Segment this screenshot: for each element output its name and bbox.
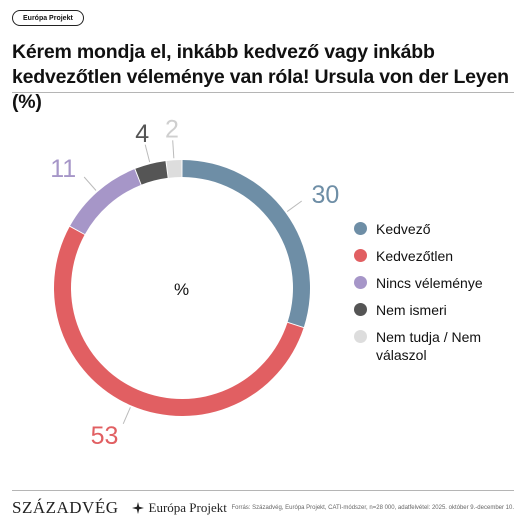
- top-divider: [12, 92, 514, 93]
- legend-swatch: [354, 330, 367, 343]
- europa-projekt-logo-text: Európa Projekt: [148, 500, 227, 515]
- legend-label: Kedvező: [376, 221, 431, 237]
- chart-title: Kérem mondja el, inkább kedvező vagy ink…: [12, 41, 509, 113]
- center-label: %: [174, 280, 190, 299]
- legend-item-kedvezo: Kedvező: [354, 220, 524, 238]
- legend-label: Kedvezőtlen: [376, 248, 454, 264]
- cross-icon: [131, 502, 144, 514]
- leader-line-nincs-velemenye: [83, 176, 97, 191]
- legend-item-kedvezotlen: Kedvezőtlen: [354, 247, 524, 265]
- legend-item-nem-tudja: Nem tudja / Nem válaszol: [354, 328, 524, 364]
- data-label-nem-tudja: 2: [165, 115, 179, 143]
- data-label-nem-ismeri: 4: [135, 120, 149, 148]
- footer: SZÁZADVÉG Európa Projekt Forrás: Századv…: [12, 496, 514, 520]
- data-label-kedvezo: 30: [311, 181, 339, 209]
- slice-kedvezo: [182, 160, 310, 328]
- leader-line-nem-tudja: [172, 140, 175, 159]
- leader-line-kedvezo: [286, 200, 303, 212]
- leader-line-kedvezotlen: [122, 407, 131, 425]
- data-label-kedvezotlen: 53: [91, 422, 119, 450]
- legend-label: Nem ismeri: [376, 302, 447, 318]
- europa-projekt-logo: Európa Projekt: [131, 500, 227, 516]
- legend-label: Nem tudja / Nem válaszol: [376, 329, 482, 363]
- source-note: Forrás: Századvég, Európa Projekt, CATI-…: [231, 505, 514, 511]
- slice-kedvezotlen: [54, 226, 304, 416]
- slice-nincs-velemenye: [70, 169, 141, 235]
- legend-swatch: [354, 222, 367, 235]
- data-label-nincs-velemenye: 11: [50, 155, 76, 183]
- slice-nem-tudja: [166, 160, 182, 178]
- bottom-divider: [12, 490, 514, 491]
- legend-item-nem-ismeri: Nem ismeri: [354, 301, 524, 319]
- category-tag: Európa Projekt: [12, 10, 84, 26]
- legend-item-nincs-velemenye: Nincs véleménye: [354, 274, 524, 292]
- legend-swatch: [354, 249, 367, 262]
- legend-label: Nincs véleménye: [376, 275, 483, 291]
- legend-swatch: [354, 276, 367, 289]
- szazadveg-logo: SZÁZADVÉG: [12, 498, 119, 517]
- slice-nem-ismeri: [135, 161, 168, 185]
- leader-line-nem-ismeri: [144, 144, 151, 163]
- legend: Kedvező Kedvezőtlen Nincs véleménye Nem …: [354, 220, 524, 373]
- donut-chart: 30 53 11 4 2: [50, 115, 339, 450]
- legend-swatch: [354, 303, 367, 316]
